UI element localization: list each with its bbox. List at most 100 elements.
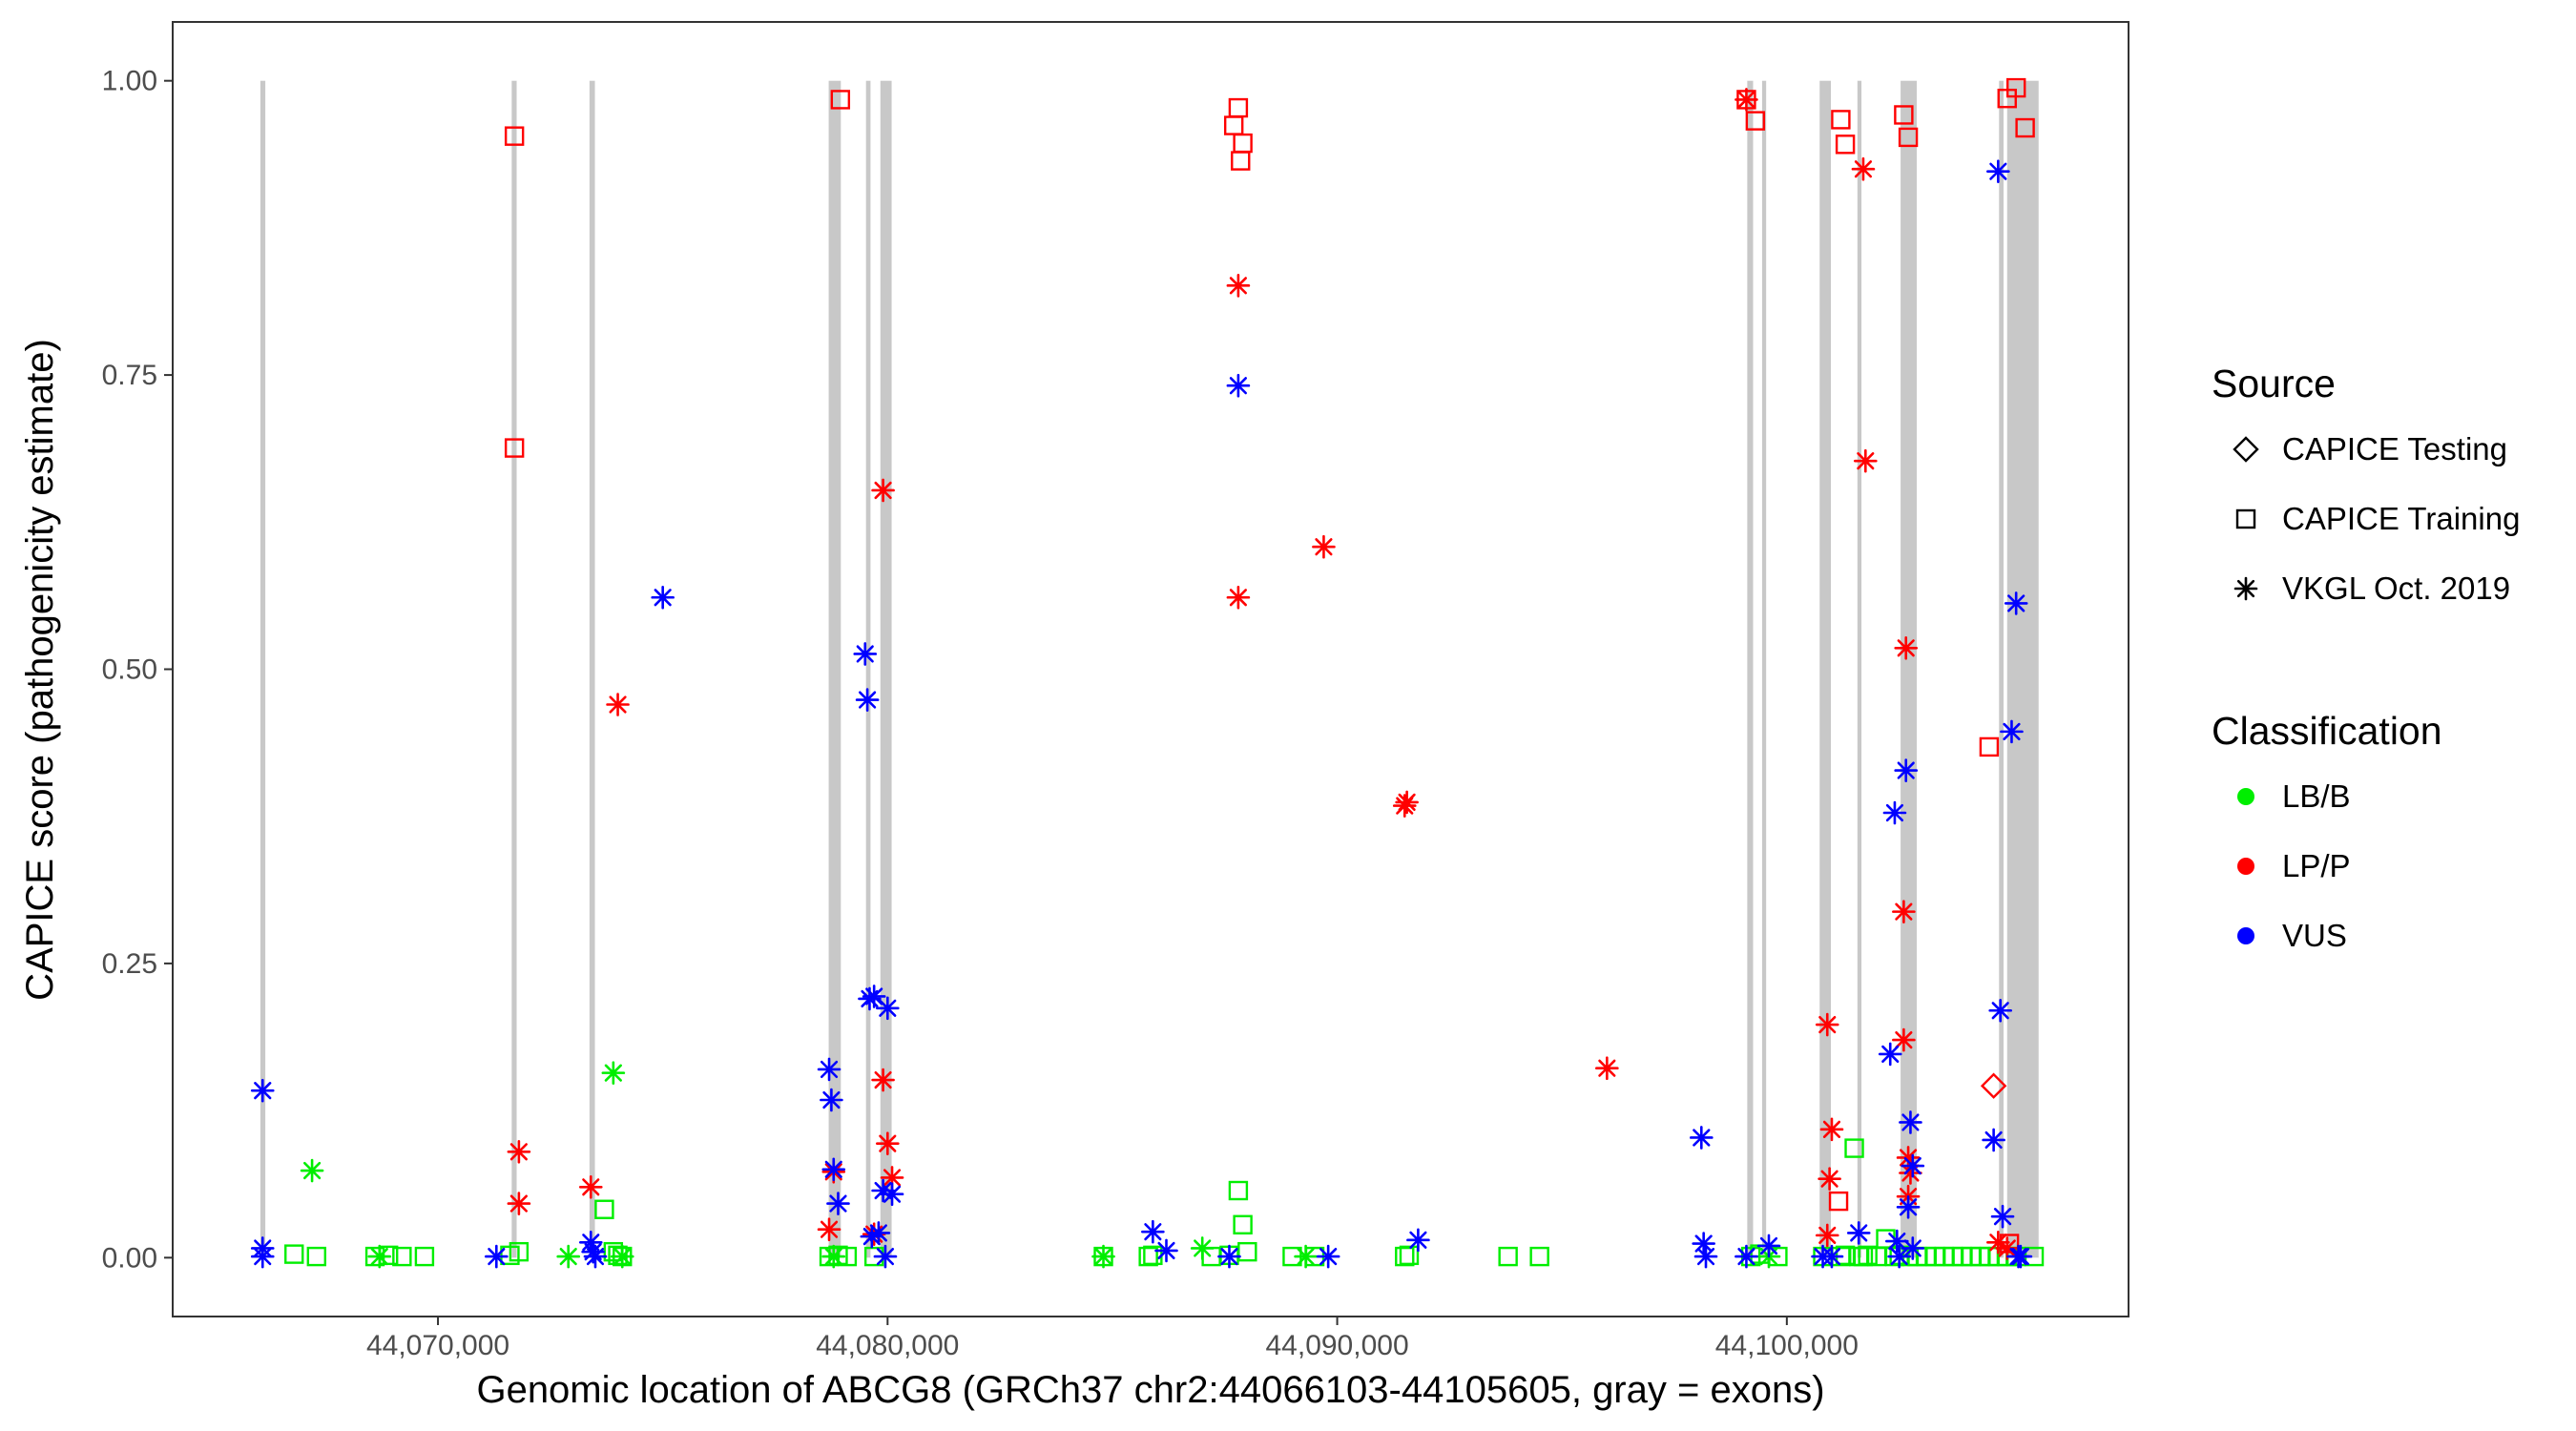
point-lpp-asterisk — [871, 1068, 895, 1092]
x-axis-title: Genomic location of ABCG8 (GRCh37 chr2:4… — [476, 1369, 1824, 1411]
point-vus-asterisk — [862, 985, 886, 1008]
point-vus-asterisk — [1693, 1244, 1718, 1269]
point-vus-asterisk — [853, 642, 878, 666]
legend-label-capice-testing: CAPICE Testing — [2282, 431, 2507, 467]
point-vus-asterisk — [1846, 1221, 1871, 1245]
legend-title-classification: Classification — [2212, 709, 2442, 753]
point-lpp-asterisk — [1395, 790, 1419, 815]
point-lpp-asterisk — [507, 1139, 531, 1164]
point-vus-asterisk — [876, 996, 900, 1021]
point-vus-asterisk — [1141, 1219, 1165, 1244]
legend-label-vus: VUS — [2282, 918, 2347, 953]
point-lpp-square — [1979, 736, 2000, 757]
point-lpp-asterisk — [1226, 274, 1251, 298]
point-lpp-asterisk — [1815, 1012, 1839, 1037]
point-lbb-square — [1844, 1138, 1864, 1158]
point-lpp-square — [504, 126, 525, 146]
point-lbb-asterisk — [1091, 1244, 1115, 1269]
point-vus-asterisk — [1735, 1244, 1758, 1269]
point-lbb-asterisk — [610, 1244, 634, 1269]
point-lbb-square — [306, 1246, 327, 1267]
point-lbb-square — [1399, 1245, 1420, 1266]
point-lpp-square — [1745, 111, 1766, 131]
point-lbb-square — [1228, 1180, 1249, 1201]
point-vus-asterisk — [485, 1244, 509, 1269]
exon-band — [589, 80, 595, 1258]
point-lpp-asterisk — [871, 478, 895, 503]
exon-band — [1761, 80, 1767, 1258]
point-lpp-asterisk — [1815, 1223, 1839, 1248]
legend: Source CAPICE Testing CAPICE Training VK… — [2212, 362, 2520, 953]
point-lpp-asterisk — [1995, 1236, 2020, 1260]
point-vus-asterisk — [1316, 1244, 1340, 1269]
point-vus-asterisk — [1901, 1153, 1925, 1178]
data-points — [250, 77, 2045, 1269]
point-vus-asterisk — [250, 1244, 275, 1269]
point-lpp-asterisk — [1818, 1167, 1841, 1191]
point-lpp-asterisk — [606, 693, 630, 716]
point-lbb-square — [1853, 1246, 1874, 1267]
point-vus-asterisk — [1689, 1126, 1714, 1150]
exon-band — [828, 80, 841, 1258]
point-lpp-asterisk — [1892, 900, 1916, 923]
point-lbb-asterisk — [300, 1158, 324, 1183]
point-vus-asterisk — [2000, 719, 2024, 744]
point-vus-asterisk — [1884, 1229, 1909, 1254]
exon-band — [1747, 80, 1754, 1258]
legend-label-vkgl: VKGL Oct. 2019 — [2282, 570, 2510, 606]
x-tick-label: 44,080,000 — [816, 1330, 959, 1361]
point-lpp-asterisk — [1312, 534, 1336, 559]
point-lbb-asterisk — [821, 1244, 846, 1269]
point-lpp-asterisk — [1854, 448, 1878, 473]
point-lpp-square — [1231, 151, 1251, 171]
exon-bands — [260, 80, 2039, 1258]
point-lbb-asterisk — [1190, 1236, 1215, 1260]
y-tick-label: 0.25 — [102, 948, 157, 980]
legend-key-dot — [2237, 788, 2254, 805]
point-vus-asterisk — [1988, 998, 2012, 1023]
point-lbb-square — [1233, 1214, 1253, 1234]
point-lbb-asterisk — [1294, 1244, 1318, 1269]
point-vus-asterisk — [1406, 1228, 1430, 1253]
x-axis: 44,070,000 44,080,000 44,090,000 44,100,000 — [366, 1317, 1859, 1361]
point-vus-asterisk — [1819, 1244, 1844, 1269]
legend-key-dot — [2237, 858, 2254, 875]
point-lpp-asterisk — [1735, 88, 1758, 112]
point-lbb-square — [284, 1244, 304, 1264]
point-lpp-asterisk — [876, 1131, 900, 1155]
legend-key-diamond — [2233, 436, 2259, 463]
point-lpp-asterisk — [1595, 1056, 1619, 1081]
exon-band — [865, 80, 871, 1258]
point-lpp-square — [1831, 110, 1851, 130]
point-lpp-asterisk — [817, 1217, 841, 1242]
point-vus-asterisk — [1986, 159, 2010, 183]
point-lbb-asterisk — [367, 1244, 392, 1269]
legend-key-square — [2235, 508, 2256, 529]
y-tick-label: 0.50 — [102, 654, 157, 686]
point-lpp-asterisk — [1226, 585, 1251, 610]
point-lbb-square — [392, 1246, 412, 1267]
point-lbb-square — [1395, 1246, 1415, 1267]
exon-band — [880, 80, 892, 1258]
point-lpp-asterisk — [578, 1175, 603, 1199]
point-vus-asterisk — [2006, 1244, 2030, 1269]
point-vus-asterisk — [1226, 373, 1251, 398]
legend-label-lpp: LP/P — [2282, 848, 2351, 883]
point-lbb-asterisk — [601, 1061, 626, 1085]
point-vus-asterisk — [1899, 1110, 1922, 1134]
point-vus-asterisk — [1756, 1234, 1781, 1258]
legend-key-dot — [2237, 927, 2254, 944]
point-vus-asterisk — [880, 1182, 904, 1207]
point-vus-asterisk — [1990, 1204, 2015, 1229]
legend-label-lbb: LB/B — [2282, 778, 2351, 814]
point-lbb-asterisk — [556, 1244, 581, 1269]
point-vus-asterisk — [821, 1157, 846, 1182]
point-lbb-square — [1237, 1241, 1257, 1262]
legend-title-source: Source — [2212, 362, 2336, 405]
y-tick-label: 0.75 — [102, 360, 157, 391]
point-lpp-square — [504, 438, 525, 458]
x-tick-label: 44,100,000 — [1715, 1330, 1859, 1361]
exon-band — [1901, 80, 1918, 1258]
